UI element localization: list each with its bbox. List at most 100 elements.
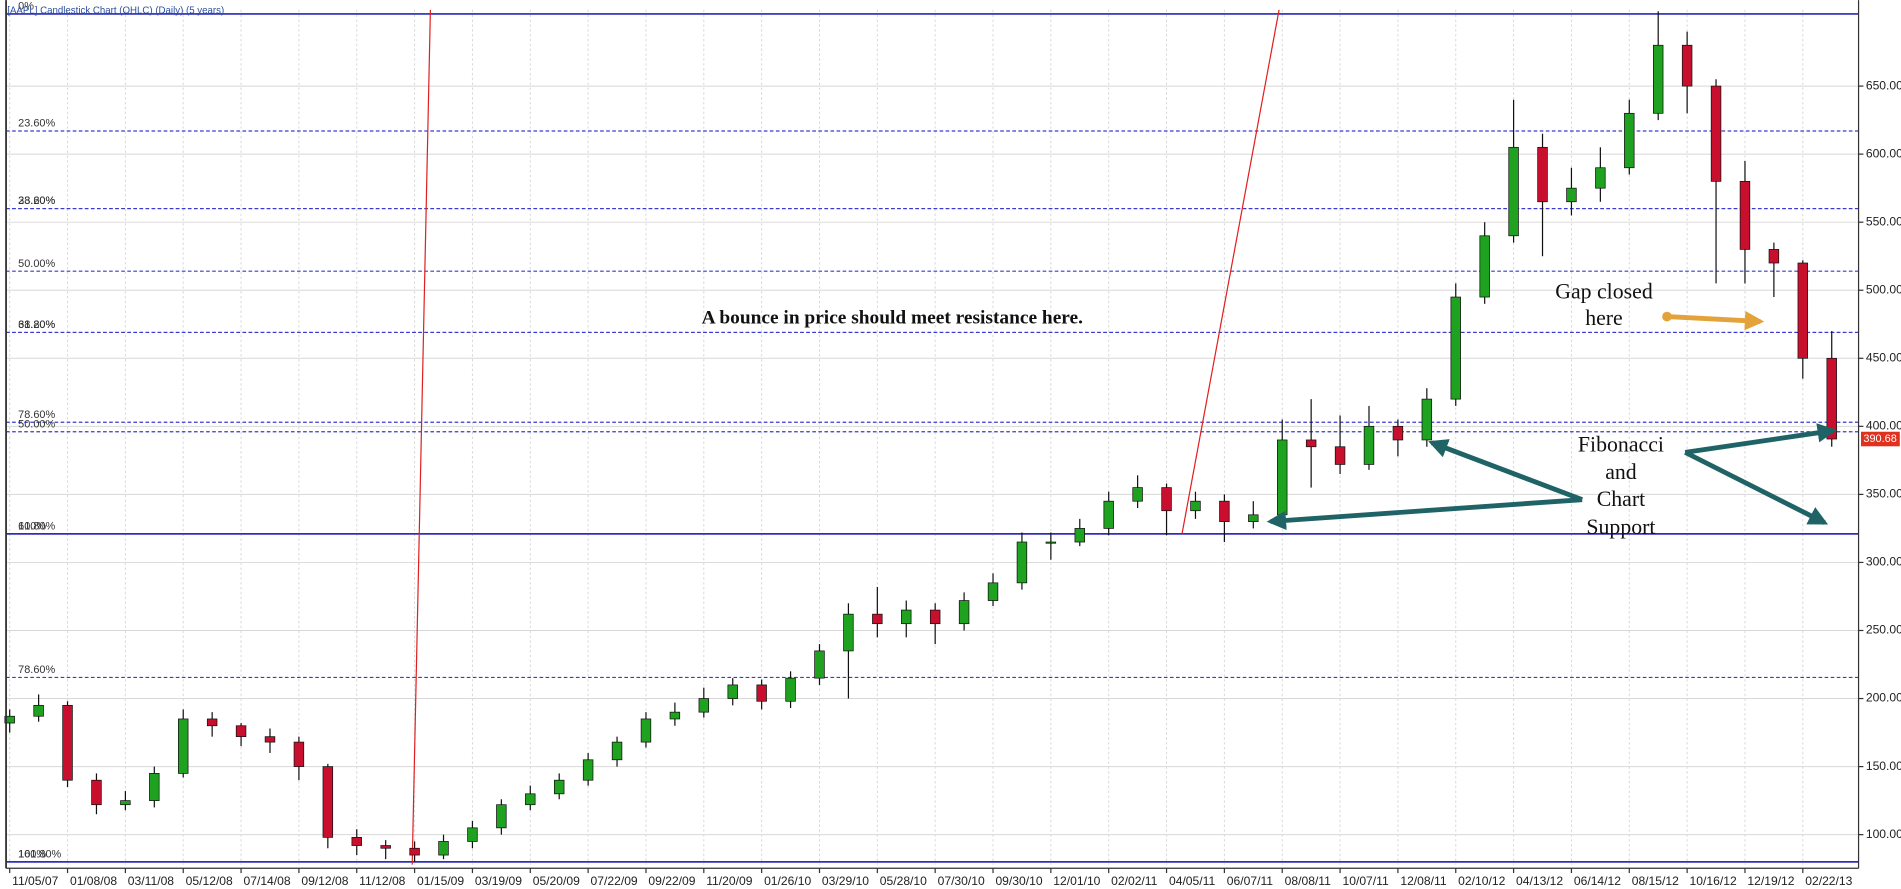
candle-body [1826, 357, 1837, 440]
candle-body [553, 779, 565, 795]
candle-body [843, 613, 854, 652]
fib-label: 38.20% [18, 195, 55, 207]
candle-body [727, 684, 738, 699]
x-tick-label: 06/14/12 [1574, 874, 1621, 888]
x-tick-label: 01/15/09 [417, 874, 464, 888]
x-tick-label: 02/10/12 [1458, 874, 1505, 888]
chart-title: [AAPL] Candlestick Chart (OHLC) (Daily) … [7, 6, 224, 17]
arrow-tail [1662, 311, 1672, 322]
candle-body [293, 741, 305, 767]
trend-line [411, 9, 431, 865]
x-tick-label: 07/22/09 [591, 874, 638, 888]
candle-body [1045, 541, 1057, 544]
candle-body [1624, 112, 1635, 169]
x-tick-label: 04/05/11 [1169, 874, 1216, 888]
x-tick-label: 12/01/10 [1053, 874, 1100, 888]
candle-body [1363, 425, 1375, 465]
candle-body [525, 793, 536, 806]
candle-body [698, 698, 710, 713]
candle-body [958, 600, 970, 625]
trend-line [1181, 9, 1280, 534]
x-tick-label: 07/30/10 [938, 874, 985, 888]
candle-body [1103, 500, 1114, 529]
candle-body [669, 711, 681, 720]
x-tick-label: 10/07/11 [1342, 874, 1389, 888]
candle-body [640, 718, 652, 743]
candle-body [1392, 425, 1404, 441]
x-tick-label: 05/12/08 [186, 874, 233, 888]
candle-body [467, 827, 478, 842]
x-tick-label: 10/16/12 [1690, 874, 1737, 888]
annotation-gap: Gap closed here [1555, 280, 1765, 331]
x-tick-label: 11/12/08 [359, 874, 406, 888]
annotation-text: A bounce in price should meet resistance… [702, 307, 1083, 328]
fib-label: 100% [18, 520, 46, 532]
candle-body [1334, 446, 1346, 465]
candle-body [33, 704, 44, 717]
candle-body [611, 741, 623, 761]
fib-label: 161.80% [18, 848, 61, 860]
x-tick-label: 02/02/11 [1111, 874, 1158, 888]
candle-body [872, 613, 883, 625]
candle-body [1479, 235, 1490, 298]
candle-body [178, 718, 189, 774]
annotation-bounce: A bounce in price should meet resistance… [702, 307, 1083, 328]
y-tick-label: 550.00 [1866, 214, 1901, 228]
candle-body [149, 773, 160, 801]
x-tick-label: 12/19/12 [1747, 874, 1794, 888]
candle-body [409, 847, 420, 856]
y-tick-label: 600.00 [1866, 146, 1901, 160]
x-tick-label: 09/22/09 [648, 874, 695, 888]
annotation-text: Chart [1597, 487, 1645, 511]
x-tick-label: 05/20/09 [533, 874, 580, 888]
candle-body [62, 704, 73, 781]
y-tick-label: 300.00 [1866, 555, 1901, 569]
arrow [1684, 450, 1829, 525]
x-tick-label: 03/29/10 [822, 874, 869, 888]
candle-body [264, 736, 276, 743]
candle-body [1450, 296, 1461, 400]
axis-labels: 100.00 150.00 200.00 250.00 300.00 350.00 400.… [9, 78, 1901, 888]
x-tick-label: 01/08/08 [70, 874, 117, 888]
candle-body [785, 677, 796, 702]
candle-body [1595, 167, 1606, 189]
arrow [1666, 310, 1765, 331]
candle-body [987, 582, 999, 601]
candle-body [901, 609, 912, 625]
fib-label: 0% [18, 1, 34, 13]
x-tick-label: 12/08/11 [1400, 874, 1447, 888]
x-tick-label: 11/05/07 [12, 874, 59, 888]
candle-body [1797, 262, 1809, 359]
fib-label: 61.80% [18, 319, 55, 331]
x-tick-label: 05/28/10 [880, 874, 927, 888]
candle-body [1739, 180, 1751, 250]
candle-body [1681, 44, 1693, 87]
candle-body [1132, 487, 1143, 502]
x-tick-label: 03/11/08 [128, 874, 175, 888]
candle-body [438, 841, 449, 856]
y-tick-label: 100.00 [1866, 827, 1901, 841]
fib-levels: 0%23.60%38.20%23.60%50.00%61.80%38.20%78… [6, 1, 1859, 863]
y-tick-label: 200.00 [1866, 691, 1901, 705]
candle-body [351, 837, 362, 846]
candle-body [1421, 398, 1433, 441]
candle-body [4, 715, 15, 724]
candle-body [1016, 541, 1028, 584]
x-tick-label: 06/07/11 [1227, 874, 1274, 888]
annotation-text: here [1585, 306, 1623, 330]
candle-body [814, 650, 825, 679]
candle-body [235, 725, 247, 738]
annotation-text: Support [1586, 515, 1655, 539]
x-tick-label: 09/30/10 [995, 874, 1042, 888]
fib-label: 61.80% [18, 520, 55, 532]
candle-body [206, 718, 218, 727]
candle-body [91, 779, 102, 806]
candle-body [496, 804, 507, 829]
y-tick-label: 400.00 [1866, 419, 1901, 433]
fib-label: 23.60% [18, 118, 55, 130]
x-tick-label: 07/14/08 [243, 874, 290, 888]
fib-label: 50.00% [18, 418, 55, 430]
fib-label: 100% [18, 848, 46, 860]
x-tick-label: 03/19/09 [475, 874, 522, 888]
